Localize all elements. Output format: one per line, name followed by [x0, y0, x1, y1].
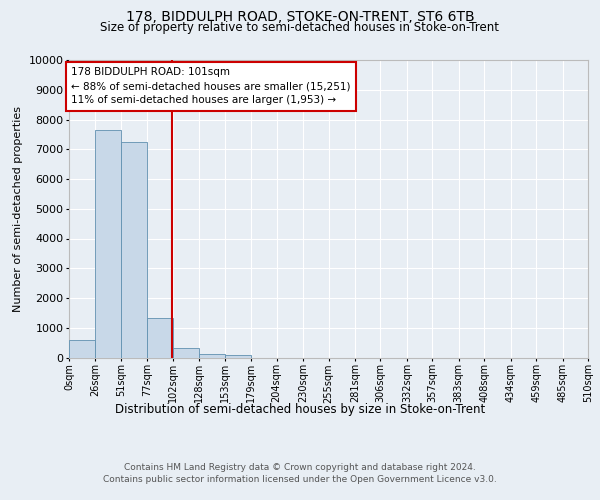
Bar: [121, 142, 148, 358]
Bar: [69, 340, 95, 357]
Bar: [95, 130, 121, 358]
Text: 178 BIDDULPH ROAD: 101sqm
← 88% of semi-detached houses are smaller (15,251)
11%: 178 BIDDULPH ROAD: 101sqm ← 88% of semi-…: [71, 68, 350, 106]
Text: Distribution of semi-detached houses by size in Stoke-on-Trent: Distribution of semi-detached houses by …: [115, 402, 485, 415]
Bar: [148, 318, 173, 358]
Text: Contains public sector information licensed under the Open Government Licence v3: Contains public sector information licen…: [103, 475, 497, 484]
Bar: [224, 356, 251, 358]
Text: Size of property relative to semi-detached houses in Stoke-on-Trent: Size of property relative to semi-detach…: [101, 22, 499, 35]
Text: Contains HM Land Registry data © Crown copyright and database right 2024.: Contains HM Land Registry data © Crown c…: [124, 462, 476, 471]
Bar: [173, 348, 199, 358]
Bar: [199, 354, 224, 358]
Y-axis label: Number of semi-detached properties: Number of semi-detached properties: [13, 106, 23, 312]
Text: 178, BIDDULPH ROAD, STOKE-ON-TRENT, ST6 6TB: 178, BIDDULPH ROAD, STOKE-ON-TRENT, ST6 …: [125, 10, 475, 24]
